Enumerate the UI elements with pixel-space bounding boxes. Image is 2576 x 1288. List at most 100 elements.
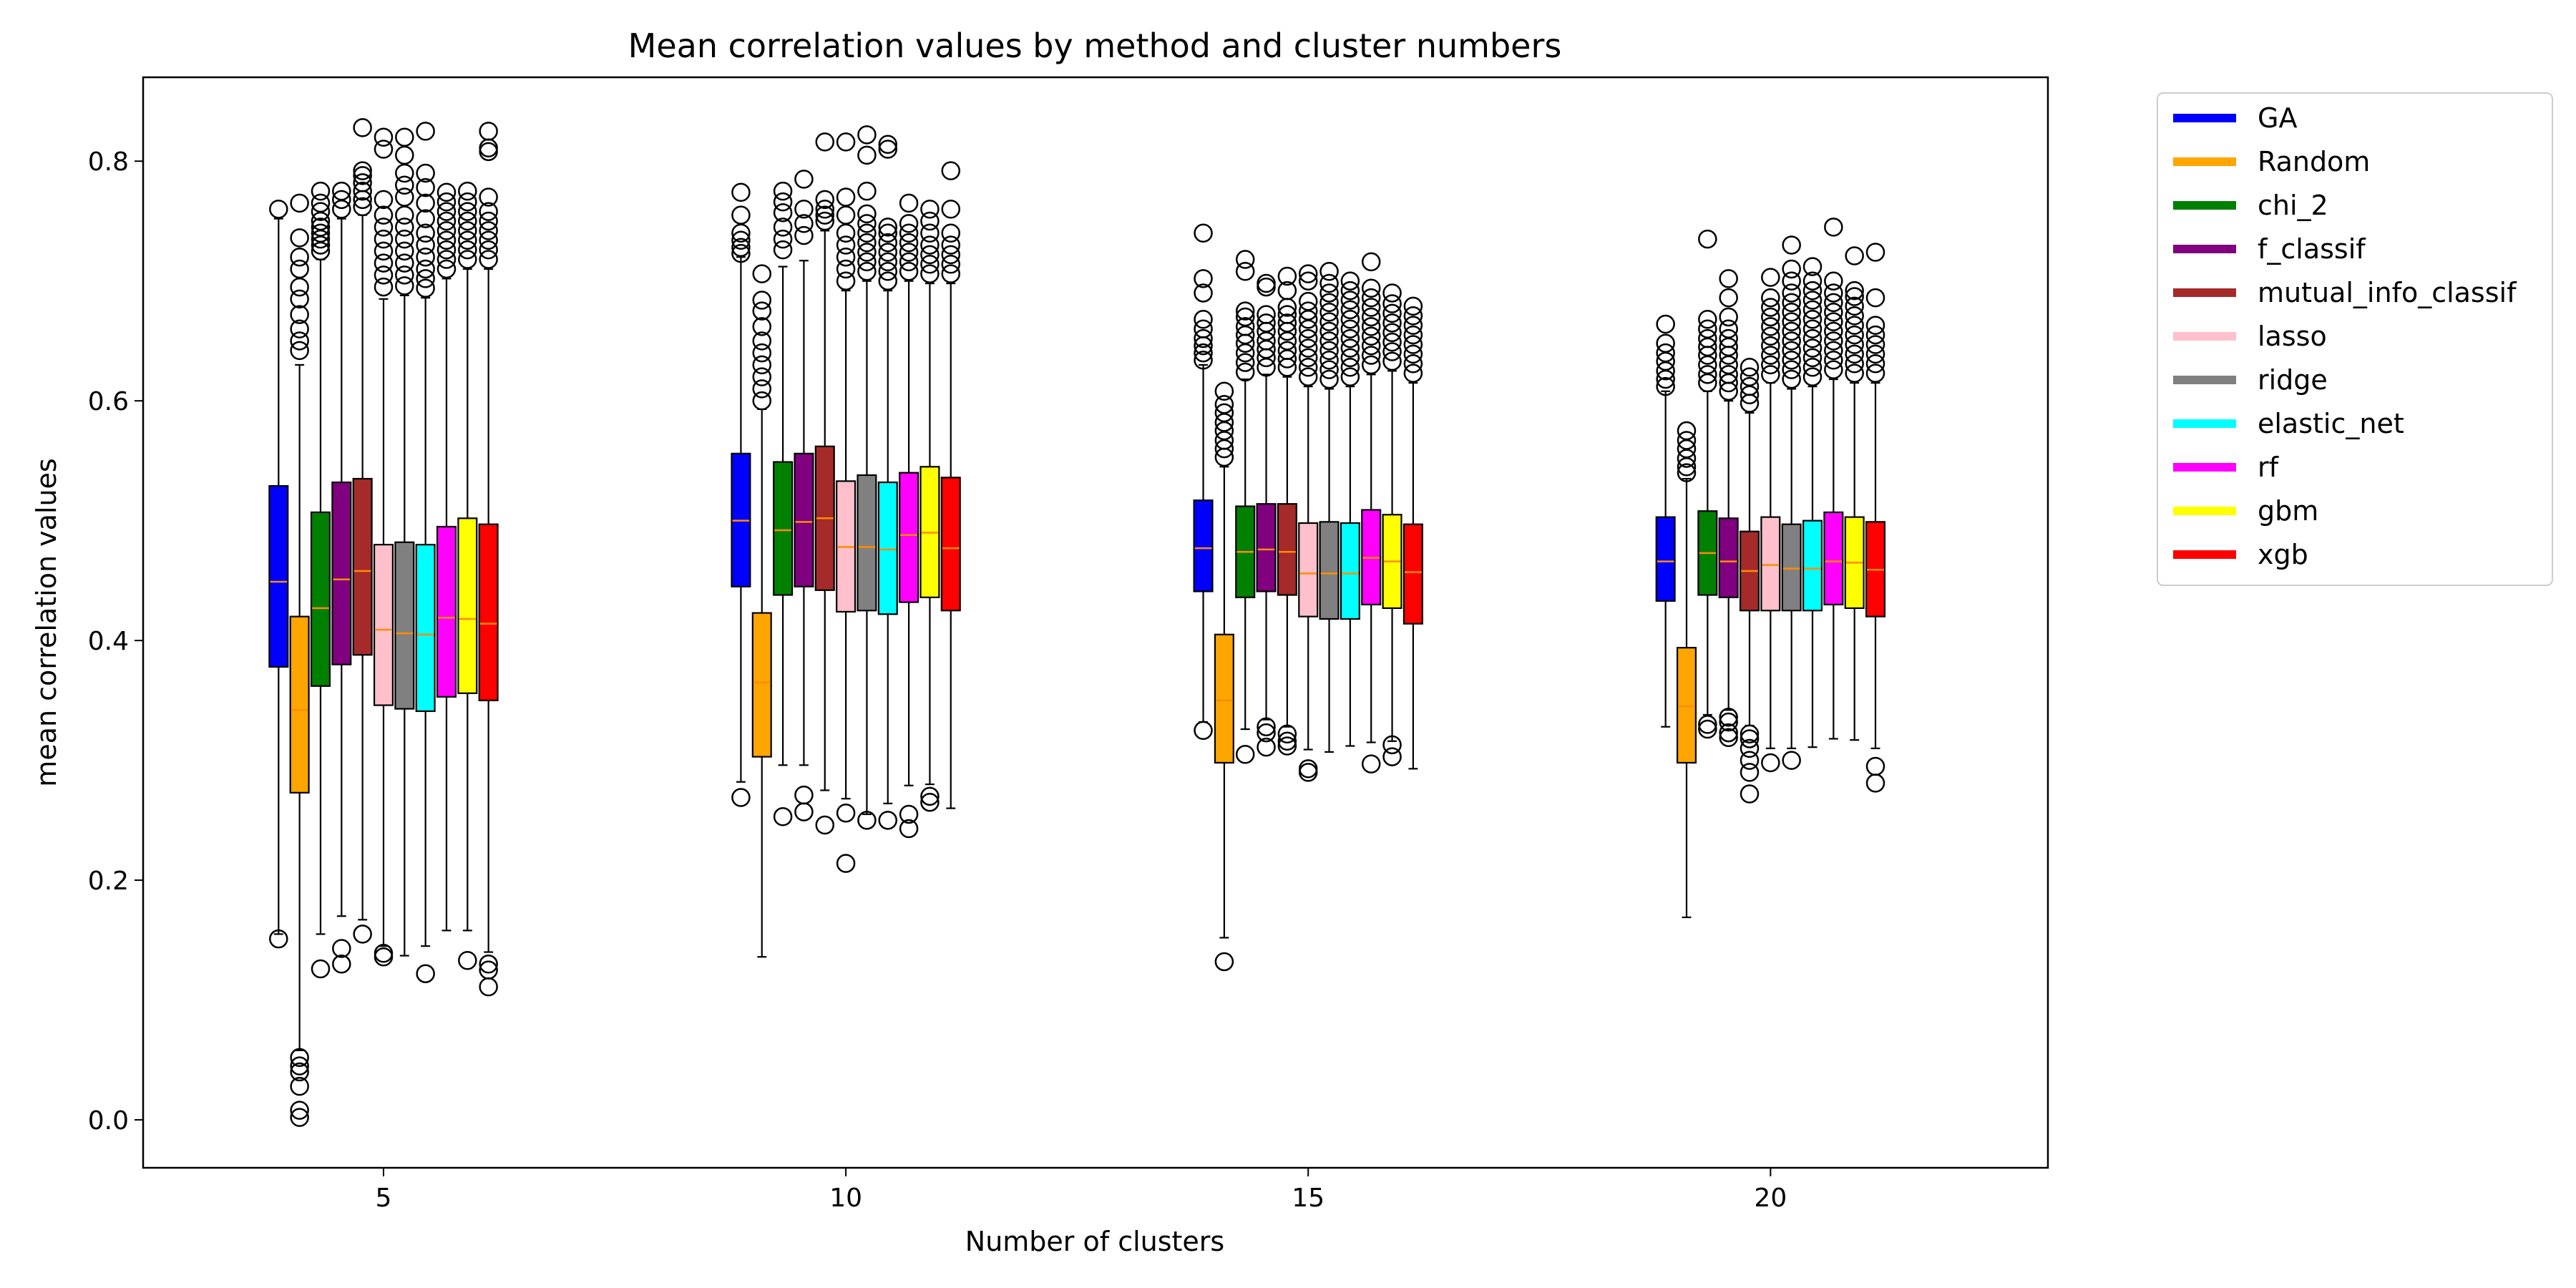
- outlier-point: [1340, 338, 1360, 358]
- series-rf: [436, 182, 1844, 932]
- outlier-point: [815, 199, 835, 219]
- outlier-point: [1782, 751, 1801, 770]
- x-tick-label: 20: [1754, 1184, 1787, 1213]
- outlier-point: [353, 181, 372, 201]
- outlier-point: [815, 205, 835, 225]
- box: [1676, 647, 1697, 764]
- outlier-point: [1719, 728, 1738, 748]
- outlier-point: [731, 788, 751, 807]
- outlier-point: [857, 125, 877, 145]
- outlier-point: [1235, 301, 1255, 321]
- box: [352, 477, 373, 656]
- outlier-point: [374, 229, 394, 249]
- outlier-point: [416, 259, 435, 279]
- box: [415, 544, 436, 713]
- outlier-point: [773, 192, 793, 212]
- legend-label: ridge: [2258, 364, 2328, 396]
- outlier-point: [1277, 724, 1297, 743]
- outlier-point: [290, 305, 309, 324]
- outlier-point: [1740, 729, 1760, 748]
- outlier-point: [290, 1076, 309, 1096]
- outlier-point: [479, 187, 498, 207]
- outlier-point: [1382, 747, 1402, 766]
- outlier-point: [1235, 353, 1255, 372]
- outlier-point: [1382, 283, 1402, 303]
- outlier-point: [332, 939, 351, 958]
- series-mutual-info-classif: [352, 118, 1760, 944]
- outlier-point: [1214, 394, 1234, 414]
- outlier-point: [899, 193, 919, 213]
- y-axis-label: mean correlation values: [31, 458, 62, 786]
- outlier-point: [1761, 288, 1780, 308]
- outlier-point: [1802, 271, 1823, 291]
- outlier-point: [1257, 717, 1276, 736]
- box: [751, 612, 772, 758]
- outlier-point: [1298, 271, 1318, 291]
- box: [394, 541, 415, 710]
- outlier-point: [1319, 293, 1339, 313]
- outlier-point: [1214, 952, 1234, 972]
- box: [1214, 633, 1234, 764]
- outlier-point: [1361, 288, 1381, 308]
- outlier-point: [1677, 421, 1697, 441]
- outlier-point: [857, 262, 877, 281]
- outlier-point: [290, 1048, 309, 1068]
- outlier-point: [269, 929, 288, 949]
- outlier-point: [773, 807, 793, 826]
- outlier-point: [1782, 312, 1801, 331]
- outlier-point: [1403, 364, 1423, 383]
- outlier-point: [878, 243, 898, 262]
- outlier-point: [1802, 367, 1823, 386]
- series-ridge: [394, 125, 1802, 957]
- legend-label: chi_2: [2258, 190, 2328, 221]
- outlier-point: [794, 199, 814, 219]
- outlier-point: [1865, 756, 1885, 776]
- outlier-point: [1319, 321, 1339, 341]
- outlier-point: [1656, 333, 1675, 353]
- outlier-point: [857, 204, 877, 224]
- box: [1193, 499, 1214, 592]
- y-tick-label: 0.6: [88, 387, 129, 416]
- legend-label: lasso: [2258, 321, 2327, 352]
- box: [1760, 516, 1781, 612]
- outlier-point: [1865, 354, 1885, 374]
- outlier-point: [1382, 342, 1402, 361]
- outlier-point: [1298, 338, 1318, 358]
- outlier-point: [395, 218, 414, 237]
- legend-label: gbm: [2258, 495, 2318, 527]
- outlier-point: [794, 225, 814, 245]
- outlier-point: [458, 221, 477, 240]
- outlier-point: [353, 197, 372, 217]
- outlier-point: [353, 161, 372, 180]
- outlier-point: [731, 182, 751, 203]
- outlier-point: [458, 230, 477, 250]
- outlier-point: [458, 951, 477, 970]
- box: [1340, 522, 1360, 620]
- box: [1718, 517, 1739, 598]
- outlier-point: [290, 1056, 309, 1075]
- outlier-point: [458, 240, 477, 260]
- outlier-point: [752, 301, 772, 321]
- outlier-point: [878, 252, 898, 272]
- outlier-point: [899, 252, 919, 272]
- outlier-point: [416, 964, 435, 983]
- outlier-point: [1824, 341, 1843, 361]
- outlier-point: [1824, 302, 1843, 322]
- outlier-point: [1194, 319, 1213, 338]
- outlier-point: [290, 1062, 309, 1082]
- outlier-point: [1698, 229, 1717, 249]
- outlier-point: [1802, 348, 1823, 368]
- outlier-point: [1845, 316, 1864, 335]
- outlier-point: [1277, 280, 1297, 301]
- outlier-point: [836, 187, 856, 207]
- outlier-point: [353, 166, 372, 185]
- outlier-point: [311, 181, 331, 201]
- outlier-point: [815, 132, 835, 152]
- legend-label: Random: [2258, 146, 2370, 177]
- outlier-point: [1403, 316, 1423, 335]
- outlier-point: [1277, 736, 1297, 756]
- series-chi-2: [310, 181, 1718, 979]
- y-tick-label: 0.0: [88, 1106, 129, 1136]
- box: [857, 474, 877, 612]
- outlier-point: [1761, 365, 1780, 384]
